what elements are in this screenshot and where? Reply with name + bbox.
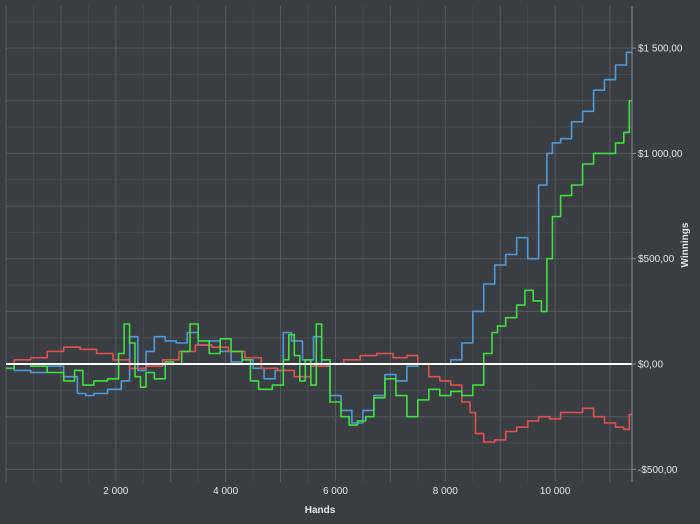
x-tick-labels: 2 000 4 000 6 000 8 000 10 000: [103, 486, 571, 497]
series-line-2: [6, 344, 632, 443]
x-tick-label: 2 000: [103, 486, 128, 497]
x-tick-label: 8 000: [433, 486, 458, 497]
y-tick-label: $1 000,00: [638, 149, 683, 160]
y-tick-label: $1 500,00: [638, 44, 683, 55]
series-line-3: [6, 100, 632, 426]
y-axis-label: Winnings: [680, 222, 691, 267]
y-tick-label: $0,00: [638, 360, 663, 371]
x-tick-label: 6 000: [323, 486, 348, 497]
x-axis-label: Hands: [305, 505, 336, 516]
y-tick-label: $500,00: [638, 254, 675, 265]
x-tick-label: 4 000: [213, 486, 238, 497]
y-tick-label: -$500,00: [638, 465, 678, 476]
grid-minor: [6, 6, 632, 482]
x-tick-label: 10 000: [540, 486, 571, 497]
series-layer: [6, 51, 632, 443]
grid-major: [5, 6, 632, 482]
y-tick-labels: -$500,00 $0,00 $500,00 $1 000,00 $1 500,00: [632, 44, 683, 476]
